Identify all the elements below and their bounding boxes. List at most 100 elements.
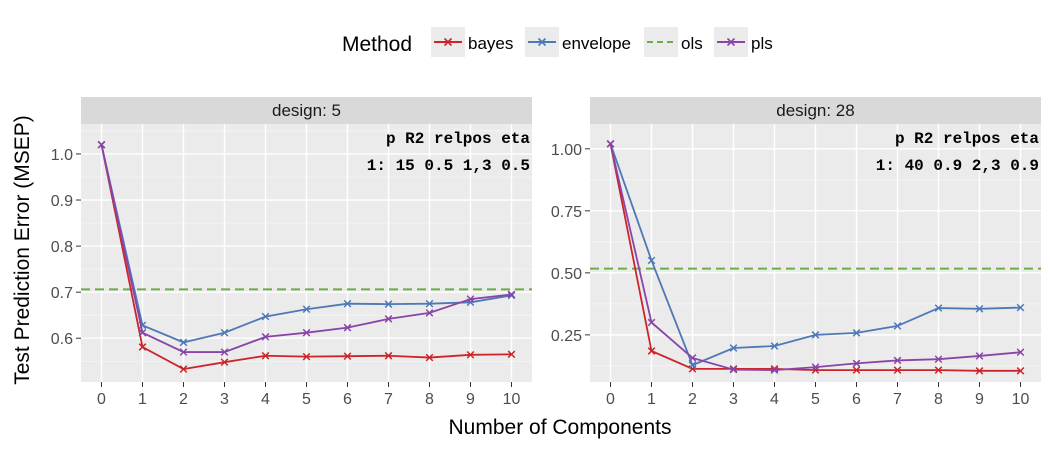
annotation-row: 1: 15 0.5 1,3 0.5 <box>367 157 530 175</box>
x-tick-label: 10 <box>503 391 521 408</box>
strip-background <box>590 97 1041 124</box>
strip-label: design: 5 <box>272 101 341 120</box>
y-tick-label: 1.0 <box>51 147 73 164</box>
x-tick-label: 3 <box>220 391 229 408</box>
x-tick-label: 1 <box>138 391 147 408</box>
x-tick-label: 8 <box>425 391 434 408</box>
point-pls <box>975 352 984 360</box>
point-envelope <box>384 300 393 308</box>
point-bayes <box>975 367 984 375</box>
point-bayes <box>261 351 270 360</box>
legend-title: Method <box>342 33 412 56</box>
point-bayes <box>343 352 352 361</box>
legend-key-pls <box>714 27 748 57</box>
legend-key-bayes <box>431 27 465 57</box>
point-pls <box>934 355 943 364</box>
panel-2: design: 28 p R2 relpos eta 1: 40 0.9 2,3 0… <box>551 97 1041 408</box>
y-tick-label: 0.6 <box>51 331 73 348</box>
x-tick-label: 6 <box>343 391 352 408</box>
point-bayes <box>770 365 779 373</box>
point-pls <box>893 356 902 365</box>
point-pls <box>261 333 270 341</box>
x-tick-label: 7 <box>893 391 902 408</box>
point-envelope <box>975 304 984 313</box>
x-tick-label: 8 <box>934 391 943 408</box>
y-tick-label: 0.7 <box>51 285 73 302</box>
point-pls <box>688 354 697 362</box>
legend-label-pls: pls <box>751 34 773 53</box>
point-envelope <box>688 361 697 369</box>
x-tick-label: 0 <box>97 391 106 408</box>
point-bayes <box>852 366 861 374</box>
point-bayes <box>302 352 311 361</box>
point-envelope <box>1016 303 1025 312</box>
point-envelope <box>852 329 861 337</box>
point-envelope <box>179 338 188 347</box>
point-pls <box>1016 348 1025 357</box>
x-tick-label: 1 <box>647 391 656 408</box>
x-tick-label: 2 <box>179 391 188 408</box>
point-pls <box>770 366 779 374</box>
point-pls <box>466 295 475 303</box>
legend-label-bayes: bayes <box>468 34 513 53</box>
point-envelope <box>934 304 943 312</box>
annotation-row: 1: 40 0.9 2,3 0.9 <box>876 157 1039 175</box>
point-envelope <box>343 299 352 308</box>
legend-label-ols: ols <box>681 34 703 53</box>
x-tick-label: 9 <box>466 391 475 408</box>
point-envelope <box>302 305 311 314</box>
point-bayes <box>1016 367 1025 375</box>
x-tick-label: 3 <box>729 391 738 408</box>
point-bayes <box>384 351 393 360</box>
y-tick-label: 0.75 <box>551 204 582 221</box>
point-bayes <box>138 343 147 351</box>
legend-key-envelope <box>525 27 559 57</box>
annotation-header: p R2 relpos eta <box>386 130 530 148</box>
point-pls <box>425 309 434 317</box>
point-envelope <box>893 322 902 330</box>
point-envelope <box>647 256 656 265</box>
x-tick-label: 9 <box>975 391 984 408</box>
point-envelope <box>220 328 229 337</box>
point-bayes <box>507 350 516 359</box>
y-tick-label: 0.9 <box>51 193 73 210</box>
legend-key-ols <box>644 27 678 57</box>
point-pls <box>97 140 106 149</box>
y-tick-label: 1.00 <box>551 142 582 159</box>
point-envelope <box>729 344 738 352</box>
point-pls <box>647 318 656 327</box>
x-axis-title: Number of Components <box>449 416 672 439</box>
point-bayes <box>425 353 434 362</box>
point-envelope <box>770 342 779 350</box>
panels: design: 5 p R2 relpos eta 1: 15 0.5 1,3 0.… <box>51 97 1041 408</box>
point-pls <box>852 359 861 368</box>
x-tick-label: 4 <box>261 391 270 408</box>
y-axis-title: Test Prediction Error (MSEP) <box>11 115 34 385</box>
point-pls <box>384 315 393 323</box>
point-pls <box>729 365 738 374</box>
x-tick-label: 0 <box>606 391 615 408</box>
y-tick-label: 0.8 <box>51 239 73 256</box>
x-tick-label: 7 <box>384 391 393 408</box>
x-tick-label: 5 <box>811 391 820 408</box>
legend-label-envelope: envelope <box>562 34 631 53</box>
x-tick-label: 6 <box>852 391 861 408</box>
panel-1: design: 5 p R2 relpos eta 1: 15 0.5 1,3 0.… <box>51 97 532 408</box>
point-pls <box>811 363 820 371</box>
point-envelope <box>811 331 820 339</box>
point-bayes <box>179 365 188 373</box>
point-bayes <box>647 347 656 355</box>
point-pls <box>606 140 615 148</box>
point-envelope <box>261 312 270 321</box>
point-bayes <box>466 350 475 359</box>
y-tick-label: 0.25 <box>551 328 582 345</box>
point-pls <box>343 323 352 332</box>
annotation-header: p R2 relpos eta <box>895 130 1039 148</box>
point-pls <box>179 348 188 356</box>
x-tick-label: 10 <box>1012 391 1030 408</box>
y-tick-label: 0.50 <box>551 266 582 283</box>
point-pls <box>302 328 311 337</box>
x-tick-label: 2 <box>688 391 697 408</box>
strip-label: design: 28 <box>776 101 854 120</box>
